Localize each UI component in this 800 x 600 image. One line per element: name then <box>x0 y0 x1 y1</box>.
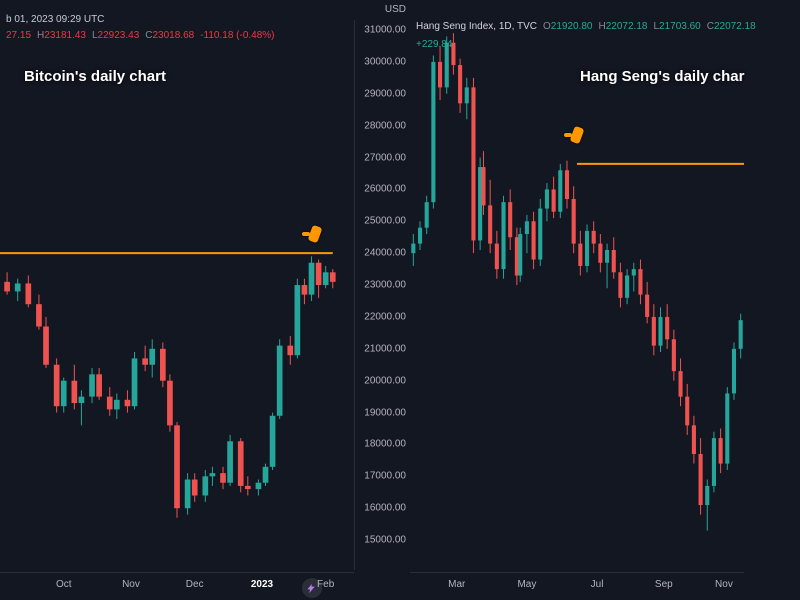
y-tick-label: 27000.00 <box>364 152 406 163</box>
x-tick-label: Sep <box>655 579 673 590</box>
left-y-axis: USD 15000.0016000.0017000.0018000.001900… <box>354 20 410 570</box>
y-tick-label: 17000.00 <box>364 471 406 482</box>
x-tick-label: Mar <box>448 579 465 590</box>
y-tick-label: 16000.00 <box>364 503 406 514</box>
right-plot-area[interactable] <box>410 30 744 572</box>
y-tick-label: 24000.00 <box>364 248 406 259</box>
y-tick-label: 20000.00 <box>364 375 406 386</box>
y-tick-label: 25000.00 <box>364 216 406 227</box>
x-tick-label: 2023 <box>251 579 273 590</box>
x-tick-label: Nov <box>715 579 733 590</box>
y-tick-label: 28000.00 <box>364 120 406 131</box>
x-tick-label: Oct <box>56 579 72 590</box>
x-tick-label: Jul <box>591 579 604 590</box>
y-tick-label: 15000.00 <box>364 535 406 546</box>
y-tick-label: 19000.00 <box>364 407 406 418</box>
x-tick-label: May <box>517 579 536 590</box>
x-tick-label: Dec <box>186 579 204 590</box>
right-x-axis: Mar May Jul Sep Nov <box>410 572 744 600</box>
x-tick-label: Nov <box>122 579 140 590</box>
left-chart-title: Bitcoin's daily chart <box>24 68 166 85</box>
y-tick-label: 21000.00 <box>364 343 406 354</box>
right-chart-title: Hang Seng's daily char <box>580 68 744 85</box>
right-chart-pane: Hang Seng Index, 1D, TVC O21920.80 H2207… <box>410 0 800 600</box>
left-plot-area[interactable] <box>0 30 354 572</box>
y-tick-label: 26000.00 <box>364 184 406 195</box>
left-x-axis: Oct Nov Dec 2023 Feb <box>0 572 354 600</box>
x-tick-label: Feb <box>317 579 334 590</box>
y-currency-label: USD <box>385 4 406 15</box>
y-tick-label: 31000.00 <box>364 25 406 36</box>
y-tick-label: 18000.00 <box>364 439 406 450</box>
y-tick-label: 29000.00 <box>364 88 406 99</box>
y-tick-label: 23000.00 <box>364 280 406 291</box>
y-tick-label: 22000.00 <box>364 311 406 322</box>
y-tick-label: 30000.00 <box>364 56 406 67</box>
left-chart-pane: b 01, 2023 09:29 UTC 27.15 H23181.43 L22… <box>0 0 410 600</box>
